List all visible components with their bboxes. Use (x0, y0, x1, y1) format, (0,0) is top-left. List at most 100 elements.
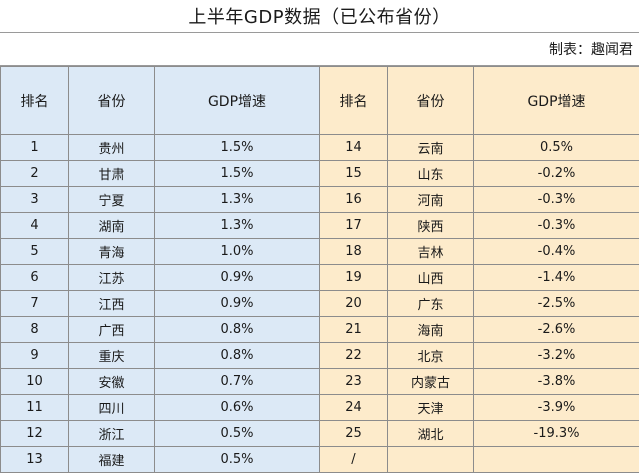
gdp-cell: 0.8% (155, 343, 320, 369)
rank-cell: 17 (320, 213, 388, 239)
gdp-cell: -1.4% (474, 265, 639, 291)
gdp-cell: 0.5% (155, 447, 320, 473)
table-row: 3 宁夏 1.3% 16 河南 -0.3% (1, 187, 639, 213)
rank-cell: 12 (1, 421, 69, 447)
table-row: 4 湖南 1.3% 17 陕西 -0.3% (1, 213, 639, 239)
table-title: 上半年GDP数据（已公布省份） (0, 0, 639, 33)
gdp-data-table: 排名 省份 GDP增速 排名 省份 GDP增速 1 贵州 1.5% 14 云南 … (0, 66, 639, 473)
province-cell: 浙江 (69, 421, 155, 447)
gdp-cell: -0.3% (474, 213, 639, 239)
rank-cell: 23 (320, 369, 388, 395)
rank-cell: 16 (320, 187, 388, 213)
province-cell: 广西 (69, 317, 155, 343)
header-rank-left: 排名 (1, 67, 69, 135)
province-cell (388, 447, 474, 473)
province-cell: 山西 (388, 265, 474, 291)
rank-cell: 15 (320, 161, 388, 187)
gdp-cell: -3.8% (474, 369, 639, 395)
gdp-cell: -2.6% (474, 317, 639, 343)
rank-cell: 8 (1, 317, 69, 343)
rank-cell: / (320, 447, 388, 473)
table-row: 11 四川 0.6% 24 天津 -3.9% (1, 395, 639, 421)
province-cell: 北京 (388, 343, 474, 369)
table-row: 5 青海 1.0% 18 吉林 -0.4% (1, 239, 639, 265)
gdp-cell: -3.2% (474, 343, 639, 369)
rank-cell: 7 (1, 291, 69, 317)
table-row: 6 江苏 0.9% 19 山西 -1.4% (1, 265, 639, 291)
rank-cell: 10 (1, 369, 69, 395)
table-row: 2 甘肃 1.5% 15 山东 -0.2% (1, 161, 639, 187)
gdp-cell: 0.5% (474, 135, 639, 161)
province-cell: 甘肃 (69, 161, 155, 187)
gdp-cell: 1.5% (155, 135, 320, 161)
gdp-cell: 0.7% (155, 369, 320, 395)
province-cell: 贵州 (69, 135, 155, 161)
province-cell: 天津 (388, 395, 474, 421)
gdp-cell: -0.4% (474, 239, 639, 265)
gdp-cell: 1.5% (155, 161, 320, 187)
header-province-left: 省份 (69, 67, 155, 135)
rank-cell: 13 (1, 447, 69, 473)
province-cell: 吉林 (388, 239, 474, 265)
gdp-cell: -0.2% (474, 161, 639, 187)
table-author: 制表：趣闻君 (0, 33, 639, 66)
province-cell: 内蒙古 (388, 369, 474, 395)
rank-cell: 4 (1, 213, 69, 239)
province-cell: 江苏 (69, 265, 155, 291)
rank-cell: 5 (1, 239, 69, 265)
table-row: 9 重庆 0.8% 22 北京 -3.2% (1, 343, 639, 369)
header-gdp-left: GDP增速 (155, 67, 320, 135)
gdp-cell: 1.0% (155, 239, 320, 265)
province-cell: 云南 (388, 135, 474, 161)
rank-cell: 21 (320, 317, 388, 343)
province-cell: 陕西 (388, 213, 474, 239)
province-cell: 江西 (69, 291, 155, 317)
province-cell: 青海 (69, 239, 155, 265)
rank-cell: 19 (320, 265, 388, 291)
province-cell: 山东 (388, 161, 474, 187)
province-cell: 安徽 (69, 369, 155, 395)
province-cell: 海南 (388, 317, 474, 343)
rank-cell: 9 (1, 343, 69, 369)
rank-cell: 24 (320, 395, 388, 421)
rank-cell: 3 (1, 187, 69, 213)
gdp-cell: 0.5% (155, 421, 320, 447)
gdp-cell: 1.3% (155, 187, 320, 213)
header-gdp-right: GDP增速 (474, 67, 639, 135)
gdp-cell: 0.9% (155, 265, 320, 291)
gdp-cell: 1.3% (155, 213, 320, 239)
rank-cell: 14 (320, 135, 388, 161)
table-row: 7 江西 0.9% 20 广东 -2.5% (1, 291, 639, 317)
province-cell: 湖北 (388, 421, 474, 447)
gdp-cell: 0.8% (155, 317, 320, 343)
gdp-cell: -3.9% (474, 395, 639, 421)
gdp-cell: -19.3% (474, 421, 639, 447)
header-rank-right: 排名 (320, 67, 388, 135)
rank-cell: 1 (1, 135, 69, 161)
rank-cell: 25 (320, 421, 388, 447)
province-cell: 湖南 (69, 213, 155, 239)
province-cell: 四川 (69, 395, 155, 421)
gdp-cell (474, 447, 639, 473)
gdp-cell: 0.6% (155, 395, 320, 421)
province-cell: 宁夏 (69, 187, 155, 213)
table-row: 1 贵州 1.5% 14 云南 0.5% (1, 135, 639, 161)
rank-cell: 2 (1, 161, 69, 187)
table-row: 12 浙江 0.5% 25 湖北 -19.3% (1, 421, 639, 447)
rank-cell: 11 (1, 395, 69, 421)
province-cell: 福建 (69, 447, 155, 473)
province-cell: 河南 (388, 187, 474, 213)
gdp-cell: 0.9% (155, 291, 320, 317)
header-row: 排名 省份 GDP增速 排名 省份 GDP增速 (1, 67, 639, 135)
rank-cell: 6 (1, 265, 69, 291)
header-province-right: 省份 (388, 67, 474, 135)
rank-cell: 18 (320, 239, 388, 265)
province-cell: 重庆 (69, 343, 155, 369)
gdp-cell: -0.3% (474, 187, 639, 213)
province-cell: 广东 (388, 291, 474, 317)
gdp-cell: -2.5% (474, 291, 639, 317)
rank-cell: 20 (320, 291, 388, 317)
table-row: 13 福建 0.5% / (1, 447, 639, 473)
table-row: 8 广西 0.8% 21 海南 -2.6% (1, 317, 639, 343)
